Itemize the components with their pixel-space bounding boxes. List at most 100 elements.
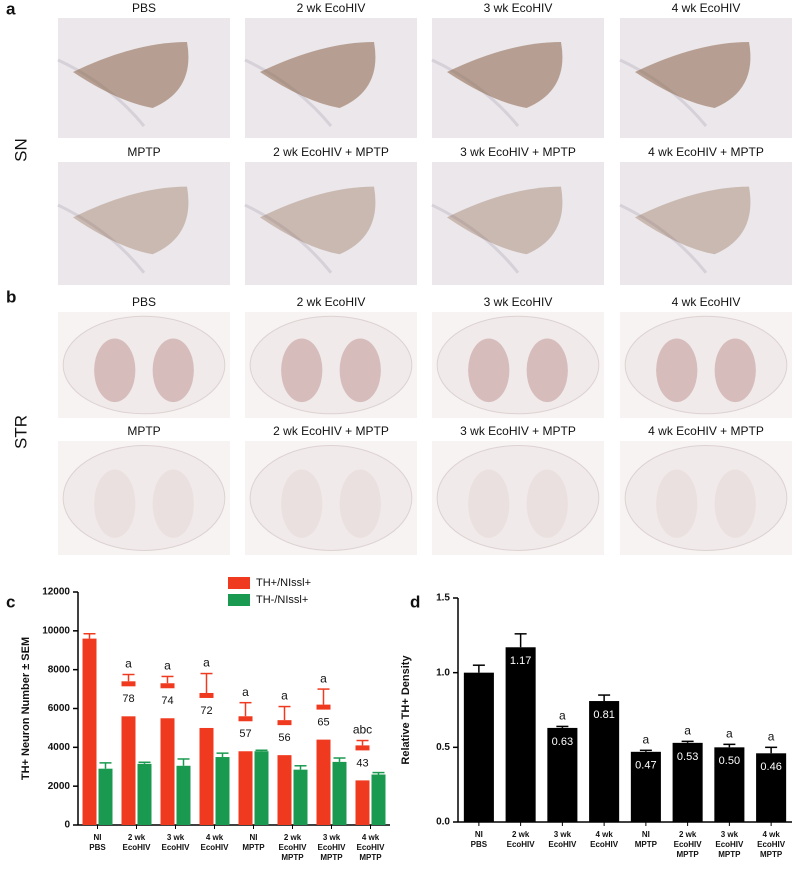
significance-label: a [643, 732, 650, 746]
striatum [468, 338, 510, 403]
significance-label: a [242, 685, 249, 699]
striatum [281, 469, 323, 538]
striatum [94, 338, 136, 403]
y-tick-label: 0 [64, 820, 70, 831]
brain-section [624, 445, 788, 551]
y-tick-label: 2000 [48, 781, 71, 792]
x-tick-label: MPTP [760, 850, 783, 859]
stained-region [260, 42, 376, 108]
x-tick-label: EcoHIV [548, 840, 577, 849]
bar [121, 681, 136, 825]
image-caption: 4 wk EcoHIV [672, 295, 741, 309]
region-label: STR [11, 415, 30, 449]
legend-swatch [228, 577, 250, 589]
stained-region [73, 42, 189, 108]
x-tick-label: NI [475, 830, 483, 839]
bar [160, 683, 175, 825]
x-tick-label: PBS [471, 840, 488, 849]
x-tick-label: 3 wk [721, 830, 739, 839]
bar [672, 742, 703, 822]
x-tick-label: EcoHIV [715, 840, 744, 849]
image-caption: 3 wk EcoHIV + MPTP [460, 424, 576, 438]
x-tick-label: NI [642, 830, 650, 839]
image-caption: 2 wk EcoHIV + MPTP [273, 424, 389, 438]
x-tick-label: EcoHIV [757, 840, 786, 849]
panel-label: b [6, 287, 16, 306]
label-box [120, 686, 137, 717]
significance-label: a [320, 671, 327, 685]
y-tick-label: 10000 [42, 625, 70, 636]
y-tick-label: 8000 [48, 664, 71, 675]
y-tick-label: 1.0 [436, 667, 450, 678]
x-tick-label: 3 wk [167, 833, 185, 842]
value-label: 0.63 [552, 736, 573, 748]
y-axis-label: TH+ Neuron Number ± SEM [20, 637, 32, 780]
striatum [714, 338, 756, 403]
y-tick-label: 0.0 [436, 817, 450, 828]
image-caption: 2 wk EcoHIV [297, 295, 366, 309]
x-tick-label: NI [94, 833, 102, 842]
x-tick-label: 4 wk [762, 830, 780, 839]
significance-label: a [164, 659, 171, 673]
image-caption: MPTP [127, 145, 160, 159]
striatum [656, 338, 698, 403]
stained-region [447, 42, 563, 108]
x-tick-label: EcoHIV [161, 843, 190, 852]
x-tick-label: 2 wk [512, 830, 530, 839]
x-tick-label: EcoHIV [356, 843, 385, 852]
percent-label: 56 [278, 732, 290, 744]
percent-label: 74 [161, 695, 173, 707]
brain-section [436, 315, 600, 415]
x-tick-label: MPTP [320, 853, 343, 862]
striatum [526, 338, 568, 403]
bar [98, 768, 113, 825]
label-box [276, 725, 293, 756]
stained-region [260, 186, 376, 255]
y-tick-label: 4000 [48, 742, 71, 753]
striatum [94, 469, 136, 538]
label-box [315, 709, 332, 740]
legend-swatch [228, 594, 250, 606]
bar [82, 638, 97, 825]
brain-section [62, 315, 226, 415]
bar [332, 761, 347, 825]
brain-section [249, 315, 413, 415]
significance-label: a [125, 657, 132, 671]
striatum [152, 469, 194, 538]
percent-label: 78 [122, 693, 134, 705]
brain-section [624, 315, 788, 415]
panel-label: a [6, 0, 16, 18]
striatum [152, 338, 194, 403]
label-box [237, 721, 254, 752]
image-caption: 2 wk EcoHIV + MPTP [273, 145, 389, 159]
x-tick-label: PBS [89, 843, 106, 852]
brain-section [249, 445, 413, 551]
x-tick-label: 3 wk [323, 833, 341, 842]
y-tick-label: 1.5 [436, 593, 450, 604]
image-caption: PBS [132, 295, 156, 309]
y-tick-label: 0.5 [436, 742, 450, 753]
tissue-fold [431, 203, 520, 274]
x-tick-label: MPTP [635, 840, 658, 849]
value-label: 1.17 [510, 655, 531, 667]
image-caption: PBS [132, 1, 156, 15]
bar [630, 751, 661, 822]
image-caption: 4 wk EcoHIV + MPTP [648, 424, 764, 438]
striatum [656, 469, 698, 538]
stained-region [635, 186, 751, 255]
x-tick-label: MPTP [718, 850, 741, 859]
striatum [526, 469, 568, 538]
value-label: 0.53 [677, 751, 698, 763]
label-box [354, 750, 371, 781]
percent-label: 57 [239, 728, 251, 740]
x-tick-label: EcoHIV [590, 840, 619, 849]
image-caption: 4 wk EcoHIV + MPTP [648, 145, 764, 159]
x-tick-label: EcoHIV [278, 843, 307, 852]
significance-label: a [203, 656, 210, 670]
bar [505, 647, 536, 822]
bar [756, 753, 787, 822]
micrograph [432, 162, 604, 285]
striatum [339, 338, 381, 403]
x-tick-label: 2 wk [128, 833, 146, 842]
image-caption: 3 wk EcoHIV [484, 295, 553, 309]
